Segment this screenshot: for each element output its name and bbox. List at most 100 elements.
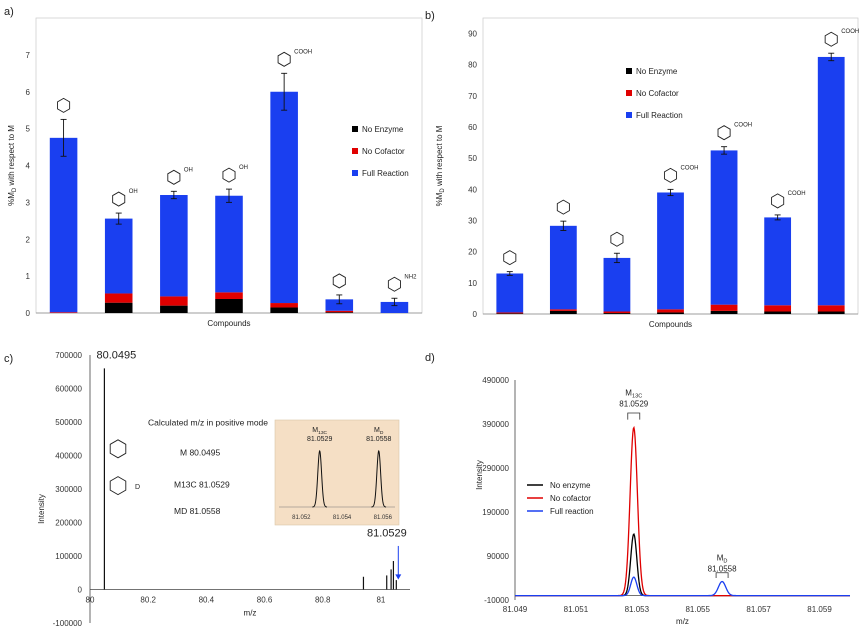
calc-m: M 80.0495 xyxy=(180,448,220,458)
ring-icon xyxy=(277,51,291,67)
bar-full-reaction xyxy=(380,301,409,313)
legend-swatch xyxy=(352,170,358,176)
x-axis-title: m/z xyxy=(244,609,257,618)
y-tick-label: 5 xyxy=(26,125,31,134)
structure-pyrazole xyxy=(332,273,346,289)
bar-full-reaction xyxy=(215,195,243,293)
structure-4-methylthiazole xyxy=(503,250,517,266)
inset-md-value: 81.0558 xyxy=(366,436,391,443)
bar-full-reaction xyxy=(549,225,577,310)
x-tick-label: 80.8 xyxy=(315,596,331,605)
inset-m13c-value: 81.0529 xyxy=(307,436,332,443)
legend-label: No Enzyme xyxy=(636,67,678,76)
m-peak-label: M xyxy=(110,345,119,347)
legend-swatch xyxy=(352,148,358,154)
md-peak-value: 81.0558 xyxy=(708,564,737,573)
inset-x-tick-label: 81.054 xyxy=(333,515,352,521)
bar-no-enzyme xyxy=(325,312,354,313)
bar-no-cofactor xyxy=(549,309,577,311)
structure-label: COOH xyxy=(841,29,859,35)
x-tick-label: 81.051 xyxy=(564,605,589,614)
structure-label: COOH xyxy=(788,191,806,197)
structure-pyrazole-4-carboxylic-acid xyxy=(222,167,236,183)
bar-no-cofactor xyxy=(49,312,78,313)
x-tick-label: 81.059 xyxy=(807,605,832,614)
y-tick-label: 0 xyxy=(78,586,83,595)
structure-benzimidazole xyxy=(556,199,570,215)
bar-full-reaction xyxy=(710,150,738,305)
ring-icon xyxy=(771,193,785,209)
ring-icon xyxy=(717,125,731,141)
structure-label: COOH xyxy=(734,123,752,129)
y-tick-label: 190000 xyxy=(482,508,509,517)
bar-full-reaction xyxy=(49,137,78,313)
legend-label: No cofactor xyxy=(550,494,591,503)
bar-no-enzyme xyxy=(104,302,133,313)
bar-no-cofactor xyxy=(270,303,298,308)
x-tick-label: 81.055 xyxy=(685,605,710,614)
legend-label: No Enzyme xyxy=(362,125,404,134)
bar-no-cofactor xyxy=(325,310,354,313)
x-tick-label: 81.053 xyxy=(625,605,650,614)
legend-label: Full Reaction xyxy=(636,111,683,120)
bar-no-enzyme xyxy=(549,310,577,314)
inset-x-tick-label: 81.052 xyxy=(292,515,311,521)
ring-icon xyxy=(332,273,346,289)
legend-label: Full Reaction xyxy=(362,169,409,178)
bar-no-cofactor xyxy=(215,292,243,299)
y-tick-label: 20 xyxy=(468,248,477,257)
x-tick-label: 80.4 xyxy=(199,596,215,605)
y-tick-label: 4 xyxy=(26,162,31,171)
x-tick-label: 80.2 xyxy=(140,596,156,605)
bar-no-enzyme xyxy=(603,313,631,314)
bar-no-enzyme xyxy=(496,313,524,314)
bar-no-cofactor xyxy=(603,311,631,314)
structure-pyrazole-3-carboxylic-acid xyxy=(167,169,181,185)
ring-icon xyxy=(663,167,678,183)
calc-m13c: M13C 81.0529 xyxy=(174,479,230,489)
ring-icon xyxy=(167,169,181,185)
structure-indole-3-carboxylic-acid xyxy=(663,167,678,183)
bar-no-cofactor xyxy=(817,305,845,312)
y-tick-label: 50 xyxy=(468,154,477,163)
y-tick-label: 290000 xyxy=(482,464,509,473)
y-tick-label: 80 xyxy=(468,61,477,70)
x-axis-title: Compounds xyxy=(649,320,692,329)
x-axis-title: m/z xyxy=(676,617,689,626)
deuterium-label: D xyxy=(135,484,140,491)
bar-no-cofactor xyxy=(710,304,738,311)
inset-peak xyxy=(371,449,387,508)
bar-no-enzyme xyxy=(160,305,188,313)
structure-nicotinic-acid xyxy=(771,193,785,209)
y-axis-title: Intensity xyxy=(37,494,46,524)
y-tick-label: 2 xyxy=(26,235,31,244)
legend-label: Full reaction xyxy=(550,507,594,516)
bar-full-reaction xyxy=(160,195,188,297)
y-tick-label: 0 xyxy=(26,309,31,318)
legend-swatch xyxy=(352,126,358,132)
ring-icon xyxy=(222,167,236,183)
ring-icon xyxy=(112,191,126,207)
legend-label: No Cofactor xyxy=(362,147,405,156)
legend-label: No Cofactor xyxy=(636,89,679,98)
bracket-icon xyxy=(715,572,729,578)
structure-label: NH2 xyxy=(404,274,417,280)
bar-full-reaction xyxy=(764,217,792,306)
bar-full-reaction xyxy=(496,273,524,313)
inset-x-tick-label: 81.056 xyxy=(374,515,393,521)
legend-swatch xyxy=(626,112,632,118)
spectrum-no-enzyme xyxy=(515,532,850,597)
inset-md-label: MD xyxy=(374,427,384,436)
bar-no-enzyme xyxy=(764,311,792,314)
panel-label-a: a) xyxy=(4,6,14,18)
chart-a: 0 1 2 3 4 5 6 7 OH OH OH COOH NH2 Compounds %MD with r… xyxy=(7,17,423,328)
y-tick-label: 7 xyxy=(26,51,31,60)
panel-label-c: c) xyxy=(4,353,14,365)
structure-label: OH xyxy=(129,189,138,195)
ring-icon xyxy=(57,97,71,113)
y-tick-label: 400000 xyxy=(55,452,82,461)
y-tick-label: 490000 xyxy=(482,376,509,385)
x-tick-label: 80.6 xyxy=(257,596,273,605)
y-tick-label: 60 xyxy=(468,123,477,132)
bar-full-reaction xyxy=(325,299,354,311)
